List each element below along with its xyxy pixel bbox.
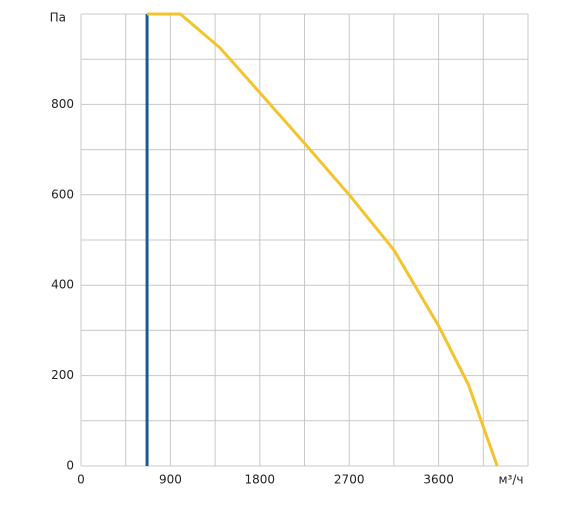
y-tick-label: 600	[51, 187, 74, 201]
series-line	[147, 12, 499, 467]
x-tick-label: 900	[159, 473, 182, 487]
y-tick-label: 200	[51, 368, 74, 382]
x-tick-label: 0	[77, 473, 85, 487]
y-tick-label: 0	[66, 459, 74, 473]
x-axis-label: м³/ч	[499, 473, 524, 487]
x-tick-label: 2700	[334, 473, 365, 487]
x-tick-label: 1800	[245, 473, 276, 487]
y-tick-label: 800	[51, 97, 74, 111]
x-tick-label: 3600	[423, 473, 454, 487]
y-axis-label: Па	[50, 11, 66, 25]
y-tick-label: 400	[51, 278, 74, 292]
